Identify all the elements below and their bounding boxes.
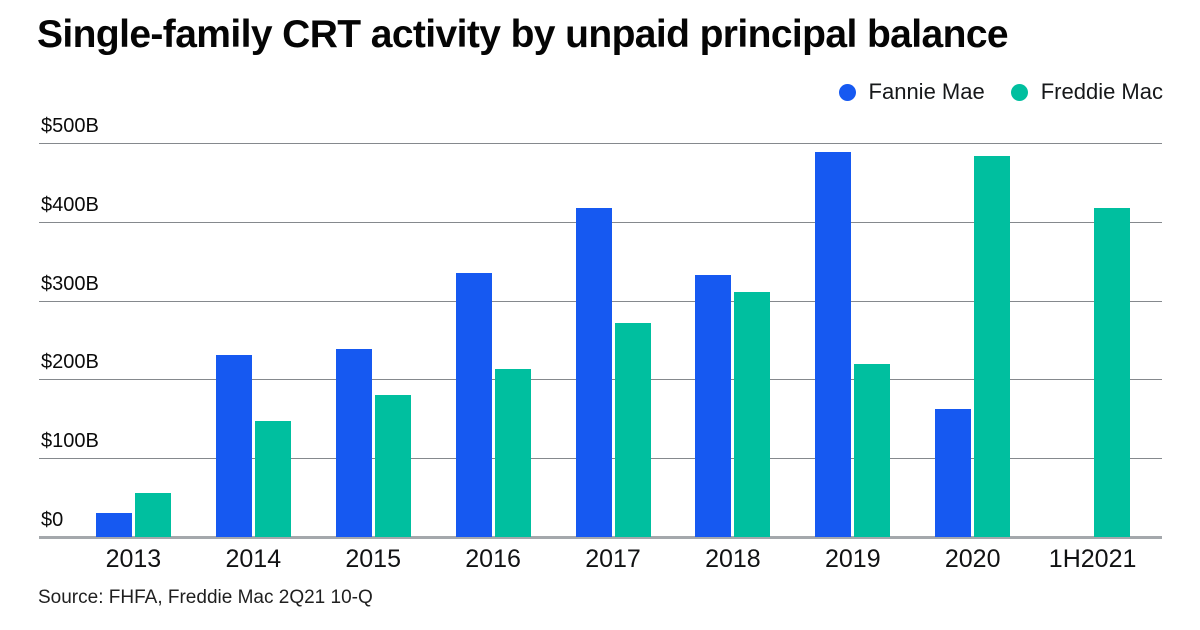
y-axis-tick--300b: $300B <box>41 272 99 295</box>
bar-freddie-mac-2015 <box>374 395 411 537</box>
bar-freddie-mac-2018 <box>734 291 771 537</box>
bar-fannie-mae-2018 <box>695 275 732 537</box>
legend-dot-freddie-mac <box>1010 83 1028 101</box>
chart-title: Single-family CRT activity by unpaid pri… <box>37 13 1009 56</box>
bar-fannie-mae-2016 <box>455 273 492 537</box>
x-axis-label-1h2021: 1H2021 <box>1048 545 1137 573</box>
plot-area: $500B $400B $300B $200B $100B $0 2013 2014 2015 2… <box>39 115 1162 573</box>
x-axis-label-2013: 2013 <box>105 545 162 573</box>
x-axis-label-2014: 2014 <box>225 545 282 573</box>
legend-label: Fannie Mae <box>868 79 985 104</box>
bar-freddie-mac-2019 <box>854 364 891 537</box>
legend: Fannie Mae Freddie Mac <box>838 79 1163 105</box>
bar-fannie-mae-2013 <box>95 512 132 537</box>
x-axis-label-2017: 2017 <box>585 545 641 573</box>
bar-freddie-mac-2014 <box>254 421 291 537</box>
bar-fannie-mae-2014 <box>215 354 252 537</box>
legend-item-fannie-mae: Fannie Mae <box>838 79 985 105</box>
bar-freddie-mac-2017 <box>614 322 651 537</box>
bar-freddie-mac-1h2021 <box>1094 207 1131 537</box>
bar-freddie-mac-2013 <box>134 492 171 537</box>
y-axis-tick--400b: $400B <box>41 193 99 216</box>
legend-dot-fannie-mae <box>838 83 856 101</box>
x-axis-line <box>39 536 1162 539</box>
bar-freddie-mac-2016 <box>494 369 531 537</box>
y-axis-tick--0: $0 <box>41 509 64 531</box>
legend-label: Freddie Mac <box>1040 79 1163 104</box>
y-axis-tick--500b: $500B <box>41 115 99 137</box>
x-axis-label-2015: 2015 <box>345 545 401 573</box>
y-axis-tick--200b: $200B <box>41 351 99 374</box>
bar-fannie-mae-2020 <box>935 408 972 537</box>
bar-fannie-mae-2015 <box>335 348 372 537</box>
bar-fannie-mae-2017 <box>575 208 612 537</box>
x-axis-label-2020: 2020 <box>944 545 1001 573</box>
bar-freddie-mac-2020 <box>974 155 1011 537</box>
gridline-500b <box>39 143 1162 144</box>
legend-item-freddie-mac: Freddie Mac <box>1010 79 1163 105</box>
x-axis-label-2018: 2018 <box>705 545 761 573</box>
x-axis-label-2016: 2016 <box>465 545 521 573</box>
source-note: Source: FHFA, Freddie Mac 2Q21 10-Q <box>38 587 373 608</box>
bar-fannie-mae-2019 <box>815 152 852 537</box>
x-axis-label-2019: 2019 <box>824 545 881 573</box>
y-axis-tick--100b: $100B <box>41 430 99 453</box>
